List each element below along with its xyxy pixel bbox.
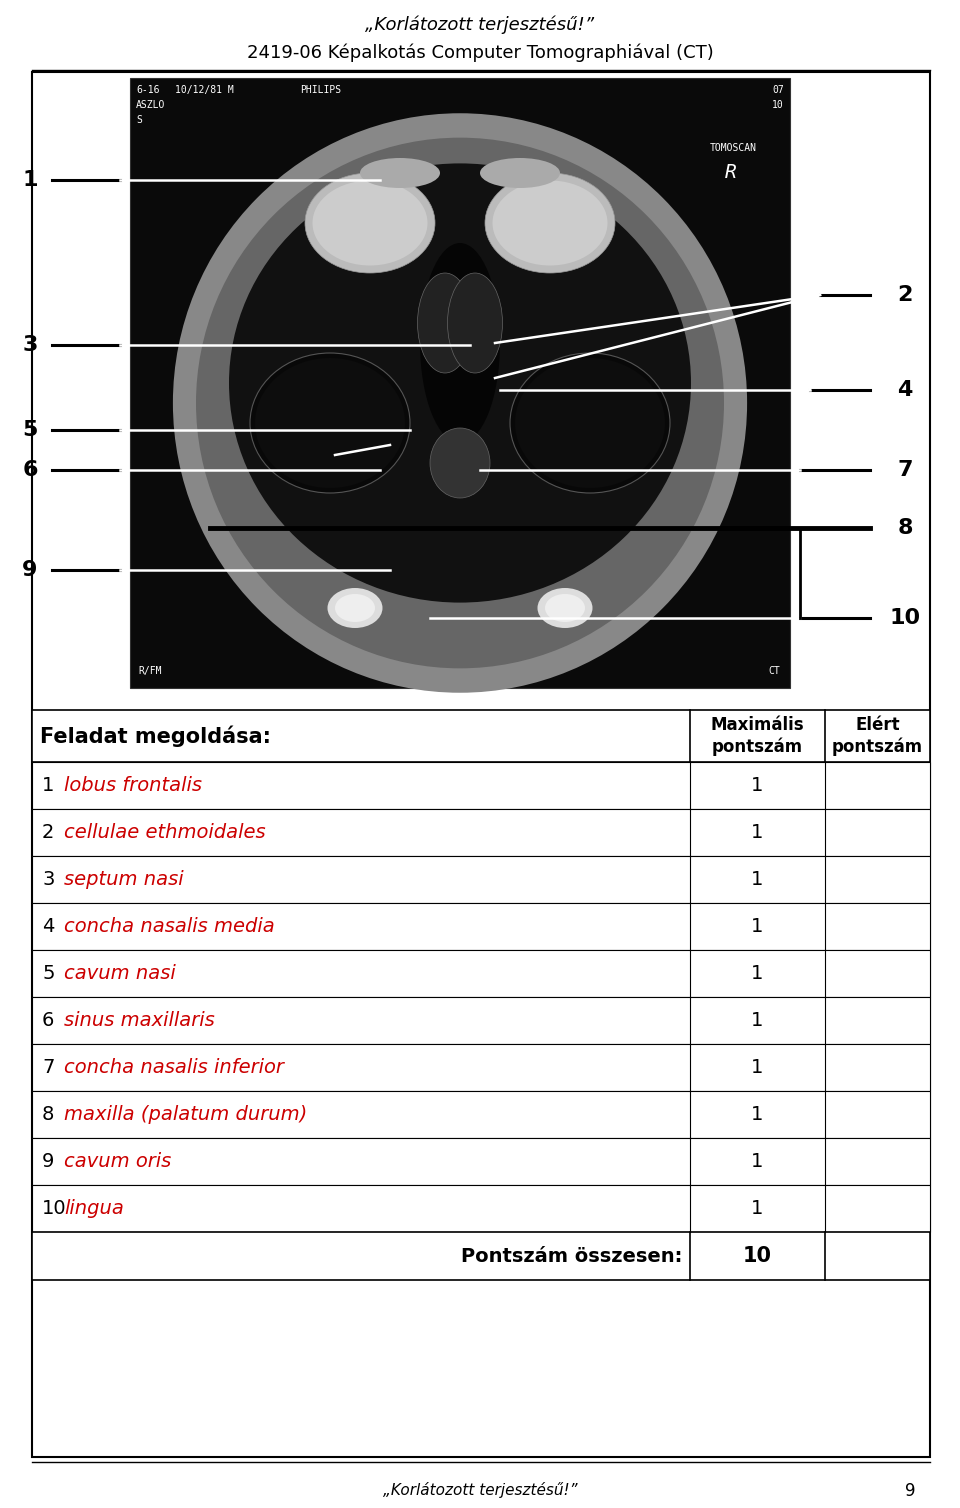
Text: 10: 10 bbox=[772, 100, 784, 110]
Ellipse shape bbox=[360, 158, 440, 188]
Text: 5: 5 bbox=[22, 421, 37, 440]
Text: lobus frontalis: lobus frontalis bbox=[64, 777, 202, 795]
Ellipse shape bbox=[538, 588, 592, 627]
Ellipse shape bbox=[418, 273, 472, 372]
Text: 10: 10 bbox=[889, 608, 921, 627]
Bar bbox=[32, 808, 930, 857]
Text: 2: 2 bbox=[42, 823, 55, 841]
Bar bbox=[32, 1044, 930, 1090]
Text: 07: 07 bbox=[772, 84, 784, 95]
Text: Elért
pontszám: Elért pontszám bbox=[832, 716, 924, 756]
Text: 9: 9 bbox=[904, 1482, 915, 1500]
Text: 7: 7 bbox=[42, 1059, 55, 1077]
Ellipse shape bbox=[305, 173, 435, 273]
Bar bbox=[32, 950, 930, 997]
Text: CT: CT bbox=[768, 667, 780, 676]
Text: concha nasalis inferior: concha nasalis inferior bbox=[64, 1059, 284, 1077]
Bar bbox=[32, 857, 930, 903]
Text: 1: 1 bbox=[752, 917, 764, 936]
Text: 4: 4 bbox=[898, 380, 913, 400]
Text: 8: 8 bbox=[42, 1105, 55, 1123]
Ellipse shape bbox=[229, 163, 691, 603]
Text: „Korlátozott terjesztésű!”: „Korlátozott terjesztésű!” bbox=[366, 17, 594, 35]
Text: 1: 1 bbox=[752, 777, 764, 795]
Bar bbox=[32, 997, 930, 1044]
Text: 1: 1 bbox=[752, 1059, 764, 1077]
Ellipse shape bbox=[510, 353, 670, 493]
Text: R/FM: R/FM bbox=[138, 667, 161, 676]
Text: S: S bbox=[136, 115, 142, 125]
Text: 1: 1 bbox=[752, 964, 764, 983]
Text: TOMOSCAN: TOMOSCAN bbox=[710, 143, 757, 152]
Text: Feladat megoldása:: Feladat megoldása: bbox=[40, 725, 271, 746]
Text: 1: 1 bbox=[752, 1199, 764, 1218]
Ellipse shape bbox=[250, 353, 410, 493]
Text: maxilla (palatum durum): maxilla (palatum durum) bbox=[64, 1105, 307, 1123]
Bar bbox=[32, 1232, 930, 1280]
Ellipse shape bbox=[327, 588, 382, 627]
Bar bbox=[130, 78, 790, 688]
Ellipse shape bbox=[515, 357, 665, 489]
Ellipse shape bbox=[196, 137, 724, 668]
Text: Pontszám összesen:: Pontszám összesen: bbox=[461, 1247, 682, 1265]
Text: 9: 9 bbox=[42, 1152, 55, 1172]
Ellipse shape bbox=[335, 594, 375, 621]
Ellipse shape bbox=[545, 594, 585, 621]
Bar bbox=[32, 1185, 930, 1232]
Text: cavum nasi: cavum nasi bbox=[64, 964, 176, 983]
Text: 2: 2 bbox=[898, 285, 913, 305]
Text: 3: 3 bbox=[42, 870, 55, 890]
Text: lingua: lingua bbox=[64, 1199, 124, 1218]
Text: cavum oris: cavum oris bbox=[64, 1152, 171, 1172]
Text: 1: 1 bbox=[752, 1010, 764, 1030]
Text: 6: 6 bbox=[22, 460, 37, 480]
Bar bbox=[32, 762, 930, 808]
Bar bbox=[32, 1139, 930, 1185]
Text: 2419-06 Képalkotás Computer Tomographiával (CT): 2419-06 Képalkotás Computer Tomographiáv… bbox=[247, 44, 713, 62]
Text: 9: 9 bbox=[22, 559, 37, 581]
Text: 1: 1 bbox=[752, 1105, 764, 1123]
Text: PHILIPS: PHILIPS bbox=[300, 84, 341, 95]
Text: 10/12/81 M: 10/12/81 M bbox=[175, 84, 233, 95]
Text: 1: 1 bbox=[22, 170, 37, 190]
Text: 8: 8 bbox=[898, 519, 913, 538]
Text: Maximális
pontszám: Maximális pontszám bbox=[710, 716, 804, 756]
Text: 10: 10 bbox=[42, 1199, 66, 1218]
Ellipse shape bbox=[313, 181, 427, 265]
Text: 1: 1 bbox=[752, 870, 764, 890]
Text: ASZLO: ASZLO bbox=[136, 100, 165, 110]
Text: 10: 10 bbox=[743, 1246, 772, 1267]
Ellipse shape bbox=[173, 113, 747, 692]
Text: septum nasi: septum nasi bbox=[64, 870, 183, 890]
Text: 6-16: 6-16 bbox=[136, 84, 159, 95]
Bar bbox=[32, 710, 930, 762]
Ellipse shape bbox=[447, 273, 502, 372]
Ellipse shape bbox=[430, 428, 490, 498]
Text: 6: 6 bbox=[42, 1010, 55, 1030]
Ellipse shape bbox=[420, 243, 500, 443]
Text: „Korlátozott terjesztésű!”: „Korlátozott terjesztésű!” bbox=[383, 1482, 577, 1497]
Text: R: R bbox=[725, 163, 736, 182]
Text: 1: 1 bbox=[752, 823, 764, 841]
Text: 1: 1 bbox=[42, 777, 55, 795]
Text: 1: 1 bbox=[752, 1152, 764, 1172]
Ellipse shape bbox=[485, 173, 615, 273]
Text: cellulae ethmoidales: cellulae ethmoidales bbox=[64, 823, 266, 841]
Text: 3: 3 bbox=[22, 335, 37, 354]
Bar bbox=[32, 1090, 930, 1139]
Text: 7: 7 bbox=[898, 460, 913, 480]
Text: concha nasalis media: concha nasalis media bbox=[64, 917, 275, 936]
Text: 4: 4 bbox=[42, 917, 55, 936]
Text: 5: 5 bbox=[42, 964, 55, 983]
Ellipse shape bbox=[492, 181, 608, 265]
Ellipse shape bbox=[480, 158, 560, 188]
Ellipse shape bbox=[255, 357, 405, 489]
Bar bbox=[32, 903, 930, 950]
Text: sinus maxillaris: sinus maxillaris bbox=[64, 1010, 215, 1030]
